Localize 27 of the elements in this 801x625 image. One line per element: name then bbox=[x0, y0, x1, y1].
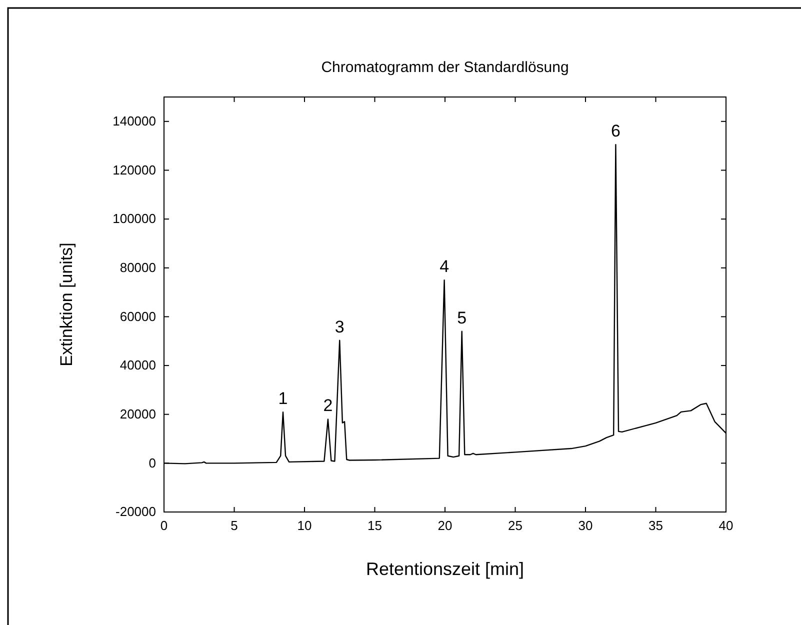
chart-title: Chromatogramm der Standardlösung bbox=[321, 59, 569, 76]
annotation: 3 bbox=[334, 317, 344, 336]
y-tick-label: 100000 bbox=[112, 211, 156, 226]
y-axis-title: Extinktion [units] bbox=[57, 242, 76, 366]
x-axis-title: Retentionszeit [min] bbox=[366, 559, 524, 579]
x-tick-label: 20 bbox=[438, 518, 452, 534]
x-tick-label: 35 bbox=[648, 518, 663, 534]
y-tick-label: 40000 bbox=[120, 358, 156, 373]
x-tick-label: 0 bbox=[160, 518, 168, 534]
annotation: 2 bbox=[323, 396, 333, 416]
annotation: 5 bbox=[457, 308, 467, 328]
x-tick-label: 10 bbox=[297, 518, 312, 534]
y-tick-label: 20000 bbox=[120, 406, 156, 422]
y-tick-label: 60000 bbox=[120, 308, 156, 324]
y-tick-label: 80000 bbox=[120, 260, 156, 276]
annotation: 4 bbox=[440, 257, 450, 276]
y-tick-label: 140000 bbox=[112, 114, 156, 129]
x-tick-label: 5 bbox=[230, 518, 238, 534]
x-tick-label: 25 bbox=[508, 518, 522, 534]
x-tick-label: 15 bbox=[368, 518, 382, 534]
y-tick-label: 120000 bbox=[112, 162, 156, 178]
annotation: 6 bbox=[610, 122, 620, 141]
y-tick-label: 0 bbox=[148, 455, 156, 470]
x-tick-label: 40 bbox=[718, 518, 734, 534]
x-tick-label: 30 bbox=[578, 518, 593, 534]
y-tick-label: -20000 bbox=[116, 504, 156, 520]
annotation: 1 bbox=[278, 389, 288, 408]
